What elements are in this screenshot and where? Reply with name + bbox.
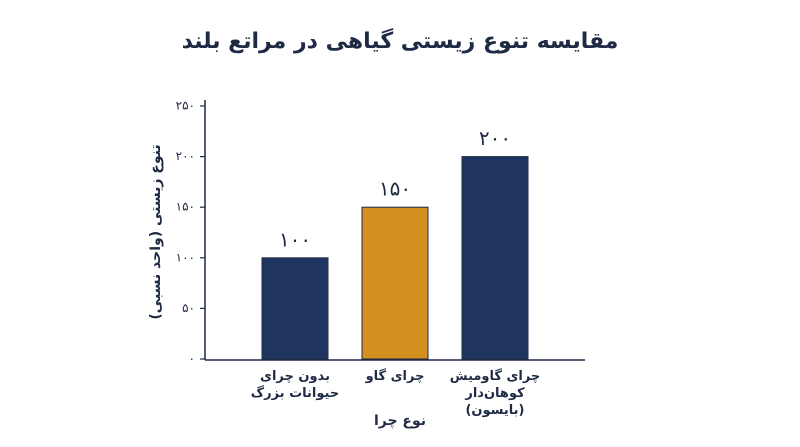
x-tick-label: چرای گاومیش کوهان‌دار (بایسون) (449, 369, 541, 418)
bar (261, 257, 329, 360)
y-tick-label: ۵۰ (182, 301, 195, 315)
bar (361, 206, 429, 360)
x-tick-label: چرای گاو (365, 369, 425, 384)
x-tick-label: بدون چرای حیوانات بزرگ (250, 369, 340, 401)
bar (461, 156, 529, 360)
y-tick-label: ۲۰۰ (176, 149, 195, 163)
y-tick-label: ۱۰۰ (176, 250, 195, 264)
value-label: ۱۰۰ (279, 227, 311, 251)
value-label: ۲۰۰ (479, 126, 511, 150)
x-axis-label: نوع چرا (374, 413, 426, 429)
chart-title: مقایسه تنوع زیستی گیاهی در مراتع بلند (182, 27, 619, 54)
y-tick-label: ۱۵۰ (176, 200, 195, 214)
value-label: ۱۵۰ (379, 177, 411, 201)
y-axis-label: تنوع زیستی (واحد نسبی) (148, 144, 164, 319)
y-tick-label: ۲۵۰ (176, 99, 195, 113)
y-tick-label: ۰ (189, 352, 195, 366)
